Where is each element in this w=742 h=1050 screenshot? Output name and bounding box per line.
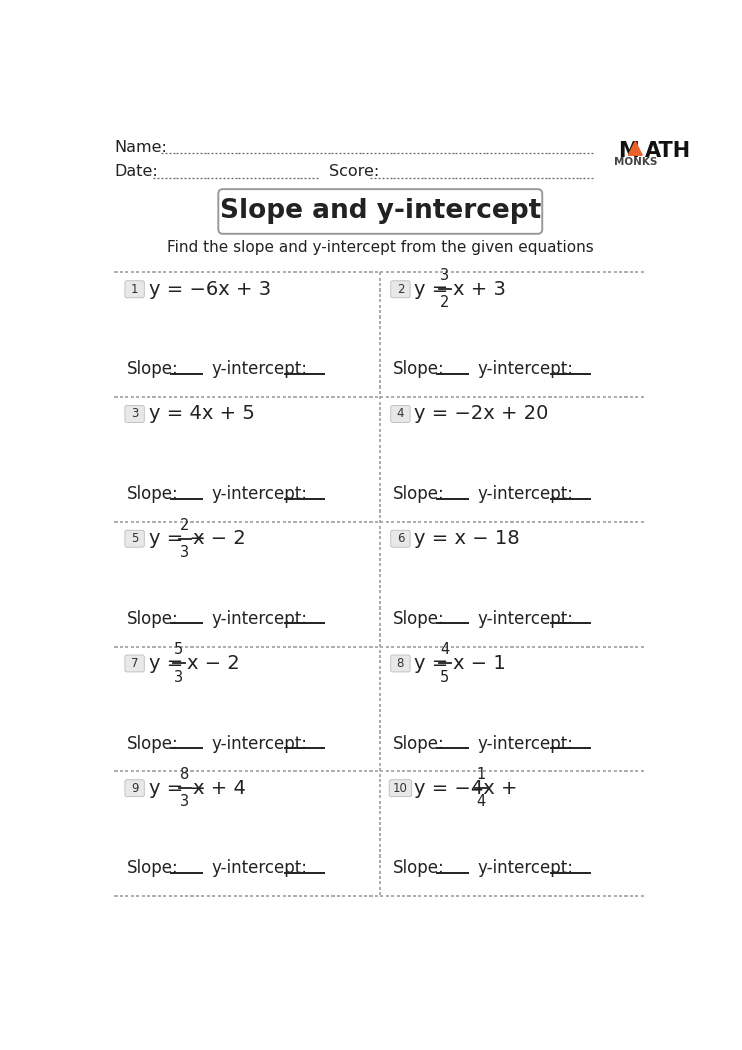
- FancyBboxPatch shape: [125, 530, 144, 547]
- Text: y-intercept:: y-intercept:: [211, 735, 307, 753]
- Text: MONKS: MONKS: [614, 156, 657, 167]
- Text: M: M: [618, 142, 639, 162]
- Text: Slope:: Slope:: [127, 485, 179, 503]
- Text: x − 2: x − 2: [193, 529, 246, 548]
- Text: Slope:: Slope:: [127, 859, 179, 878]
- Text: ATH: ATH: [645, 142, 691, 162]
- Text: Slope:: Slope:: [127, 360, 179, 378]
- Text: 5: 5: [131, 532, 138, 545]
- Text: y = −2x + 20: y = −2x + 20: [414, 404, 549, 423]
- FancyBboxPatch shape: [391, 405, 410, 422]
- Text: x − 1: x − 1: [453, 654, 505, 673]
- Text: 5: 5: [174, 643, 183, 657]
- Text: 1: 1: [131, 282, 138, 296]
- Text: y-intercept:: y-intercept:: [211, 485, 307, 503]
- Text: 2: 2: [397, 282, 404, 296]
- Text: y-intercept:: y-intercept:: [211, 610, 307, 628]
- FancyBboxPatch shape: [391, 530, 410, 547]
- Text: 6: 6: [397, 532, 404, 545]
- Text: x − 2: x − 2: [187, 654, 240, 673]
- FancyBboxPatch shape: [125, 780, 144, 797]
- Text: 1: 1: [476, 768, 486, 782]
- Text: y = −: y = −: [148, 529, 206, 548]
- Text: Slope:: Slope:: [393, 859, 444, 878]
- Text: y-intercept:: y-intercept:: [477, 610, 573, 628]
- Text: y =: y =: [414, 279, 455, 299]
- Text: x + 3: x + 3: [453, 279, 505, 299]
- FancyBboxPatch shape: [391, 655, 410, 672]
- FancyBboxPatch shape: [125, 280, 144, 298]
- Text: y = 4x + 5: y = 4x + 5: [148, 404, 255, 423]
- Text: 2: 2: [180, 518, 190, 532]
- Text: y =: y =: [414, 654, 455, 673]
- Text: 3: 3: [174, 670, 183, 685]
- Text: y = −4x +: y = −4x +: [414, 779, 524, 798]
- Text: 3: 3: [440, 268, 450, 284]
- Text: Slope and y-intercept: Slope and y-intercept: [220, 198, 541, 225]
- Text: y-intercept:: y-intercept:: [477, 485, 573, 503]
- Text: Date:: Date:: [114, 165, 158, 180]
- FancyBboxPatch shape: [390, 780, 412, 797]
- Text: 9: 9: [131, 781, 138, 795]
- Text: 10: 10: [393, 781, 408, 795]
- Text: x + 4: x + 4: [193, 779, 246, 798]
- Text: y-intercept:: y-intercept:: [211, 859, 307, 878]
- Text: 3: 3: [131, 407, 138, 420]
- Text: Slope:: Slope:: [393, 360, 444, 378]
- Text: y-intercept:: y-intercept:: [477, 859, 573, 878]
- Text: y-intercept:: y-intercept:: [477, 360, 573, 378]
- Text: Slope:: Slope:: [393, 610, 444, 628]
- Text: y = x − 18: y = x − 18: [414, 529, 520, 548]
- Text: y-intercept:: y-intercept:: [211, 360, 307, 378]
- Text: Score:: Score:: [329, 165, 379, 180]
- Polygon shape: [628, 142, 643, 155]
- Text: 7: 7: [131, 657, 138, 670]
- Text: y = −6x + 3: y = −6x + 3: [148, 279, 271, 299]
- FancyBboxPatch shape: [125, 655, 144, 672]
- Text: 8: 8: [397, 657, 404, 670]
- Text: Name:: Name:: [114, 140, 168, 154]
- Text: Slope:: Slope:: [393, 485, 444, 503]
- Text: Slope:: Slope:: [127, 735, 179, 753]
- FancyBboxPatch shape: [391, 280, 410, 298]
- Text: 2: 2: [440, 295, 450, 311]
- FancyBboxPatch shape: [218, 189, 542, 234]
- Text: 4: 4: [476, 795, 486, 810]
- Text: Find the slope and y-intercept from the given equations: Find the slope and y-intercept from the …: [167, 240, 594, 255]
- Text: Slope:: Slope:: [127, 610, 179, 628]
- Text: 4: 4: [440, 643, 450, 657]
- Text: 3: 3: [180, 795, 189, 810]
- Text: 8: 8: [180, 768, 190, 782]
- Text: y =: y =: [148, 654, 189, 673]
- Text: y = −: y = −: [148, 779, 206, 798]
- Text: Slope:: Slope:: [393, 735, 444, 753]
- FancyBboxPatch shape: [125, 405, 144, 422]
- Text: 5: 5: [440, 670, 450, 685]
- Text: 3: 3: [180, 545, 189, 560]
- Text: y-intercept:: y-intercept:: [477, 735, 573, 753]
- Text: 4: 4: [397, 407, 404, 420]
